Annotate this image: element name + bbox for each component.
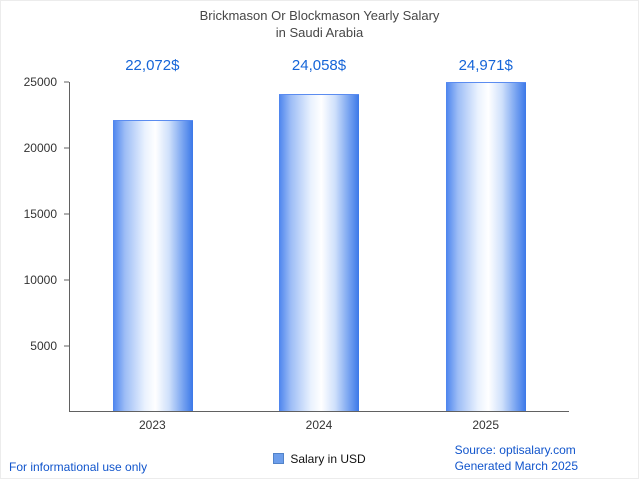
y-axis: 5000 10000 15000 20000 25000 (1, 75, 69, 412)
bar-slot (403, 82, 569, 411)
bar-slot (70, 82, 236, 411)
chart-title-line1: Brickmason Or Blockmason Yearly Salary (199, 8, 440, 23)
y-tick-mark (64, 279, 69, 281)
y-tick-mark (64, 81, 69, 83)
y-tick-label: 25000 (23, 74, 57, 89)
y-tick-mark (64, 345, 69, 347)
bar-value-label: 24,971$ (458, 56, 513, 74)
source-link[interactable]: Source: optisalary.com (454, 442, 576, 457)
disclaimer-text: For informational use only (9, 460, 148, 474)
bar-value-label: 22,072$ (125, 56, 180, 74)
x-tick-label: 2024 (305, 417, 333, 432)
bar-2024[interactable] (279, 94, 360, 411)
y-tick-mark (64, 213, 69, 215)
plot-area (69, 81, 569, 412)
bar-value-labels: 22,072$ 24,058$ 24,971$ (69, 57, 569, 77)
y-tick-label: 15000 (23, 206, 57, 221)
bar-value-label: 24,058$ (291, 56, 347, 74)
bar-2023[interactable] (113, 120, 194, 411)
y-tick-label: 10000 (23, 272, 57, 287)
legend-label: Salary in USD (290, 451, 366, 466)
y-tick-mark (64, 147, 69, 149)
source-block: Source: optisalary.com Generated March 2… (455, 442, 578, 474)
x-axis-labels: 2023 2024 2025 (69, 418, 569, 434)
x-tick-label: 2025 (472, 417, 500, 432)
generated-date: Generated March 2025 (454, 458, 578, 473)
chart-plot-region: 5000 10000 15000 20000 25000 (1, 75, 569, 412)
chart-title-line2: in Saudi Arabia (275, 24, 364, 40)
y-tick-label: 20000 (23, 140, 57, 155)
bar-slot (236, 82, 402, 411)
bar-2025[interactable] (445, 82, 526, 411)
chart-title: Brickmason Or Blockmason Yearly Salary i… (1, 8, 638, 42)
legend[interactable]: Salary in USD (1, 452, 638, 466)
x-tick-label: 2023 (138, 417, 166, 432)
y-tick-label: 5000 (30, 338, 57, 353)
legend-marker-icon (273, 453, 285, 465)
